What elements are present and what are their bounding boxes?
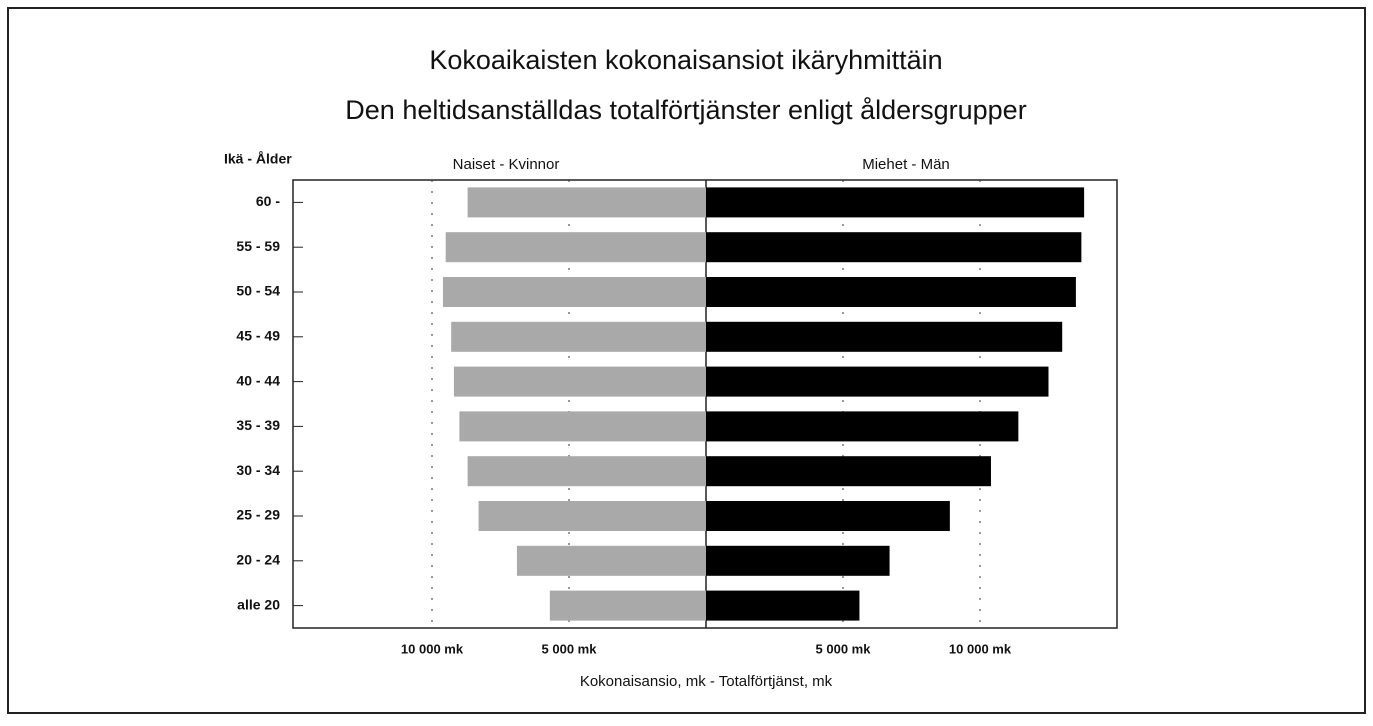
bar	[706, 501, 950, 531]
bar	[445, 232, 706, 263]
bar	[706, 366, 1049, 397]
bar	[467, 187, 706, 218]
y-tick-label: 55 - 59	[236, 238, 280, 254]
y-tick-label: 20 - 24	[236, 552, 280, 568]
y-tick-label: 30 - 34	[236, 462, 280, 478]
bar	[706, 456, 991, 487]
y-tick-label: 45 - 49	[236, 328, 280, 344]
bar	[459, 411, 706, 442]
bar	[706, 545, 890, 576]
bar	[451, 321, 706, 352]
frame	[7, 7, 1366, 714]
bar	[442, 277, 706, 307]
bar	[516, 545, 706, 576]
x-axis-label: Kokonaisansio, mk - Totalförtjänst, mk	[580, 673, 833, 690]
plot-frame	[292, 179, 1118, 629]
bar	[453, 366, 706, 397]
x-tick-label: 5 000 mk	[816, 641, 872, 656]
y-tick-label: 25 - 29	[236, 507, 280, 523]
bar	[706, 590, 860, 621]
x-tick-label: 10 000 mk	[949, 641, 1012, 656]
bar	[467, 456, 706, 487]
y-tick-label: 60 -	[256, 193, 280, 209]
y-axis-label: Ikä - Ålder	[224, 151, 292, 167]
bar	[706, 277, 1076, 307]
series-label: Naiset - Kvinnor	[453, 156, 560, 173]
x-tick-label: 5 000 mk	[542, 641, 598, 656]
bar	[706, 232, 1082, 263]
chart-subtitle: Den heltidsanställdas totalförtjänster e…	[345, 95, 1026, 125]
y-tick-label: 40 - 44	[236, 372, 280, 388]
series-label: Miehet - Män	[862, 156, 950, 173]
y-tick-label: 35 - 39	[236, 417, 280, 433]
x-tick-label: 10 000 mk	[401, 641, 464, 656]
y-tick-label: 50 - 54	[236, 283, 280, 299]
bar	[706, 187, 1085, 218]
y-tick-label: alle 20	[237, 596, 280, 612]
bar	[706, 321, 1063, 352]
bar	[549, 590, 706, 621]
chart-title: Kokoaikaisten kokonaisansiot ikäryhmittä…	[429, 45, 942, 75]
bar	[478, 501, 706, 531]
bar	[706, 411, 1019, 442]
